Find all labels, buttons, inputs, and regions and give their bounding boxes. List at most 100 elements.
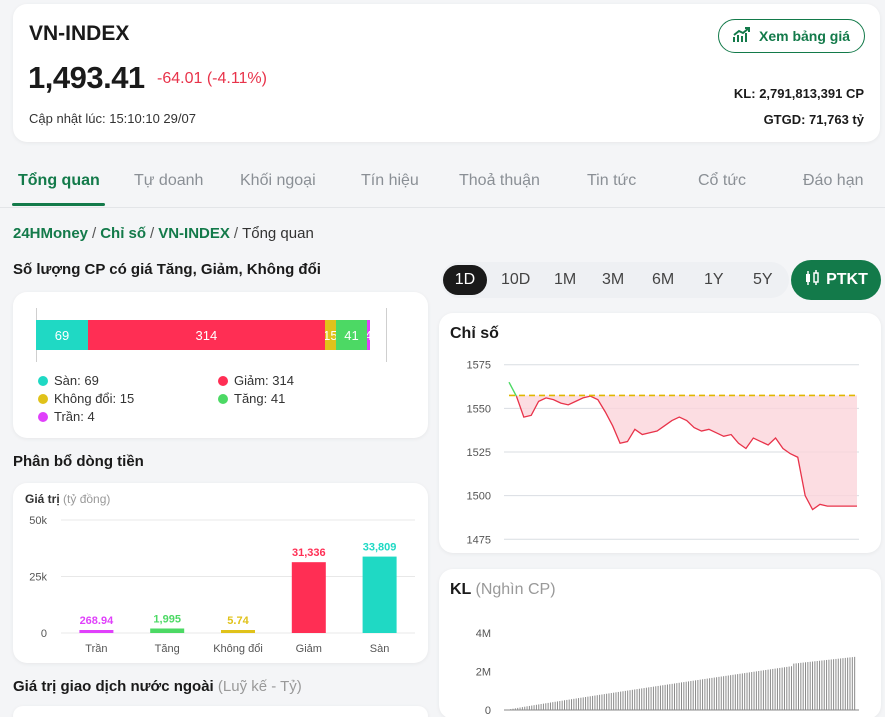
legend-label: Sàn: 69 <box>54 373 99 388</box>
period-1y[interactable]: 1Y <box>704 271 724 288</box>
x-tick-label: Giảm <box>296 643 322 655</box>
tab-foreign[interactable]: Khối ngoại <box>240 172 316 189</box>
breadth-card: 6931415414 Sàn: 69 Giảm: 314 Không đổi: … <box>13 292 428 438</box>
legend-label: Giảm: 314 <box>234 373 294 388</box>
legend-ceiling: Trần: 4 <box>38 409 95 424</box>
money-flow-bar <box>221 630 255 633</box>
period-5y[interactable]: 5Y <box>753 271 773 288</box>
tab-signals[interactable]: Tín hiệu <box>361 172 419 189</box>
legend-unchanged: Không đổi: 15 <box>38 391 134 406</box>
breadcrumb-section[interactable]: Chỉ số <box>100 225 147 242</box>
y-tick-label: 1550 <box>467 403 491 415</box>
period-3m[interactable]: 3M <box>602 271 625 288</box>
bar-value-label: 33,809 <box>363 542 397 554</box>
legend-dot <box>218 375 228 386</box>
x-tick-label: Tăng <box>155 643 180 655</box>
below-reference-area <box>509 395 857 510</box>
legend-label: Tăng: 41 <box>234 391 286 406</box>
tab-proprietary[interactable]: Tự doanh <box>134 172 204 189</box>
unit-label: Giá trị <box>25 492 60 506</box>
legend-dot <box>218 393 228 404</box>
y-tick-label: 25k <box>29 572 47 584</box>
breadcrumb-home[interactable]: 24HMoney <box>13 225 89 242</box>
money-flow-bar <box>150 628 185 633</box>
volume-title-text: KL <box>450 581 472 598</box>
y-tick-label: 1500 <box>467 491 491 503</box>
volume-bar-chart: 0 2M 4M <box>476 628 859 717</box>
period-6m[interactable]: 6M <box>652 271 675 288</box>
technical-analysis-button[interactable]: PTKT <box>791 260 881 300</box>
breadth-stacked-bar: 6931415414 <box>36 320 370 350</box>
view-price-board-label: Xem bảng giá <box>758 28 851 44</box>
breadth-title: Số lượng CP có giá Tăng, Giảm, Không đổi <box>13 261 321 278</box>
breadth-segment: 41 <box>336 320 367 350</box>
tab-news[interactable]: Tin tức <box>587 172 637 189</box>
period-selector: 1D 10D 1M 3M 6M 1Y 5Y <box>441 262 789 298</box>
money-flow-card: Giá trị (tỷ đồng) 0 25k 50k 268.94 Trần 1,995… <box>13 483 428 663</box>
x-tick-label: Sàn <box>370 643 390 655</box>
y-tick-label: 50k <box>29 515 47 527</box>
candlestick-icon <box>804 269 820 291</box>
tab-bar: Tổng quan Tự doanh Khối ngoại Tín hiệu T… <box>0 160 885 208</box>
y-tick-label: 1575 <box>467 360 491 372</box>
tab-overview[interactable]: Tổng quan <box>18 172 100 189</box>
index-chart-card: Chỉ số 1475 1500 1525 1550 1575 <box>439 313 881 553</box>
foreign-title-text: Giá trị giao dịch nước ngoài <box>13 678 214 695</box>
volume-chart-card: KL (Nghìn CP) 0 2M 4M <box>439 569 881 717</box>
index-change: -64.01 (-4.11%) <box>157 70 267 87</box>
index-name: VN-INDEX <box>29 22 130 45</box>
trend-chart-icon <box>732 26 751 46</box>
bar-value-label: 31,336 <box>292 547 326 559</box>
legend-label: Không đổi: 15 <box>54 391 135 406</box>
breadth-segment: 4 <box>366 320 370 350</box>
y-tick-label: 0 <box>485 705 491 717</box>
tab-negotiated[interactable]: Thoả thuận <box>459 172 540 189</box>
money-flow-unit: Giá trị (tỷ đồng) <box>25 492 110 506</box>
x-tick-label: Trần <box>85 643 107 655</box>
index-line-chart: 1475 1500 1525 1550 1575 <box>467 360 859 546</box>
money-flow-bar <box>291 562 326 633</box>
money-flow-bar <box>79 630 114 633</box>
period-1d[interactable]: 1D <box>443 265 487 295</box>
legend-label: Trần: 4 <box>54 409 95 424</box>
bar-value-label: 5.74 <box>227 615 249 627</box>
legend-dot <box>38 375 48 386</box>
ptkt-label: PTKT <box>826 271 868 288</box>
bar-value-label: 268.94 <box>80 615 115 627</box>
y-tick-label: 0 <box>41 628 47 640</box>
foreign-title: Giá trị giao dịch nước ngoài (Luỹ kế - T… <box>13 678 302 695</box>
foreign-note: (Luỹ kế - Tỷ) <box>217 678 302 695</box>
legend-floor: Sàn: 69 <box>38 373 99 388</box>
money-flow-bar <box>362 556 397 633</box>
volume-note: (Nghìn CP) <box>475 581 556 598</box>
breadth-segment: 69 <box>36 320 89 350</box>
total-volume: KL: 2,791,813,391 CP <box>733 86 864 101</box>
y-tick-label: 4M <box>476 628 491 640</box>
legend-dot <box>38 411 48 422</box>
breadth-segment: 314 <box>88 320 325 350</box>
bar-value-label: 1,995 <box>153 613 181 625</box>
money-flow-title: Phân bổ dòng tiền <box>13 453 144 470</box>
legend-dot <box>38 393 48 404</box>
index-line-up <box>508 381 518 397</box>
tab-dividends[interactable]: Cổ tức <box>698 172 747 189</box>
breadcrumb-index[interactable]: VN-INDEX <box>158 225 230 242</box>
active-tab-indicator <box>12 203 105 206</box>
y-tick-label: 1525 <box>467 447 491 459</box>
foreign-card <box>13 706 428 717</box>
unit-note: (tỷ đồng) <box>63 492 111 506</box>
period-10d[interactable]: 10D <box>501 271 531 288</box>
index-price: 1,493.41 <box>28 60 145 95</box>
period-1m[interactable]: 1M <box>554 271 577 288</box>
volume-chart-title: KL (Nghìn CP) <box>450 581 556 599</box>
view-price-board-button[interactable]: Xem bảng giá <box>718 19 865 53</box>
breadcrumb: 24HMoney / Chỉ số / VN-INDEX / Tổng quan <box>13 225 314 242</box>
breadth-segment: 15 <box>324 320 337 350</box>
x-tick-label: Không đổi <box>213 643 263 655</box>
index-chart-title: Chỉ số <box>450 325 499 342</box>
tab-maturity[interactable]: Đáo hạn <box>803 172 864 189</box>
money-flow-chart: 0 25k 50k 268.94 Trần 1,995 Tăng 5.74 Không đổi 3… <box>29 515 415 655</box>
legend-up: Tăng: 41 <box>218 391 285 406</box>
legend-down: Giảm: 314 <box>218 373 294 388</box>
index-summary-card: VN-INDEX 1,493.41 -64.01 (-4.11%) Cập nh… <box>13 4 880 142</box>
